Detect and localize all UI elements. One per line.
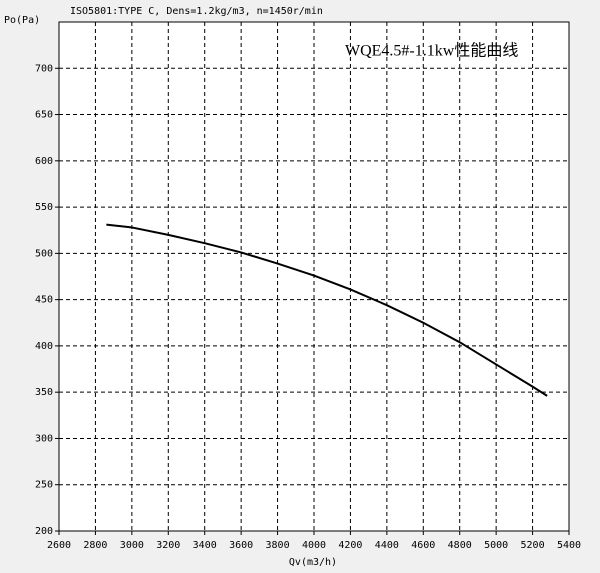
y-tick-label: 250 — [35, 480, 53, 491]
y-tick-label: 700 — [35, 63, 53, 74]
x-tick-label: 4600 — [411, 540, 435, 551]
y-tick-label: 450 — [35, 295, 53, 306]
x-tick-label: 4200 — [338, 540, 362, 551]
x-tick-label: 3600 — [229, 540, 253, 551]
y-tick-label: 500 — [35, 248, 53, 259]
x-tick-label: 5000 — [484, 540, 508, 551]
x-tick-label: 4000 — [302, 540, 326, 551]
x-tick-label: 2600 — [47, 540, 71, 551]
x-axis-label: Qv(m3/h) — [289, 557, 337, 568]
x-tick-label: 3200 — [156, 540, 180, 551]
x-tick-label: 2800 — [83, 540, 107, 551]
y-axis-label: Po(Pa) — [4, 15, 40, 26]
y-tick-label: 550 — [35, 202, 53, 213]
curve — [106, 223, 548, 397]
x-tick-label: 4400 — [375, 540, 399, 551]
y-tick-label: 300 — [35, 433, 53, 444]
y-tick-label: 200 — [35, 526, 53, 537]
x-tick-label: 3000 — [120, 540, 144, 551]
chart-title: ISO5801:TYPE C, Dens=1.2kg/m3, n=1450r/m… — [70, 6, 323, 17]
y-tick-label: 350 — [35, 387, 53, 398]
x-tick-label: 5200 — [521, 540, 545, 551]
x-tick-label: 5400 — [557, 540, 581, 551]
plot-border — [58, 21, 570, 532]
y-tick-label: 600 — [35, 156, 53, 167]
annotation: WQE4.5#-1.1kw性能曲线 — [345, 42, 518, 60]
x-tick-label: 3800 — [266, 540, 290, 551]
x-tick-label: 3400 — [193, 540, 217, 551]
y-tick-label: 400 — [35, 341, 53, 352]
y-tick-label: 650 — [35, 110, 53, 121]
x-tick-label: 4800 — [448, 540, 472, 551]
